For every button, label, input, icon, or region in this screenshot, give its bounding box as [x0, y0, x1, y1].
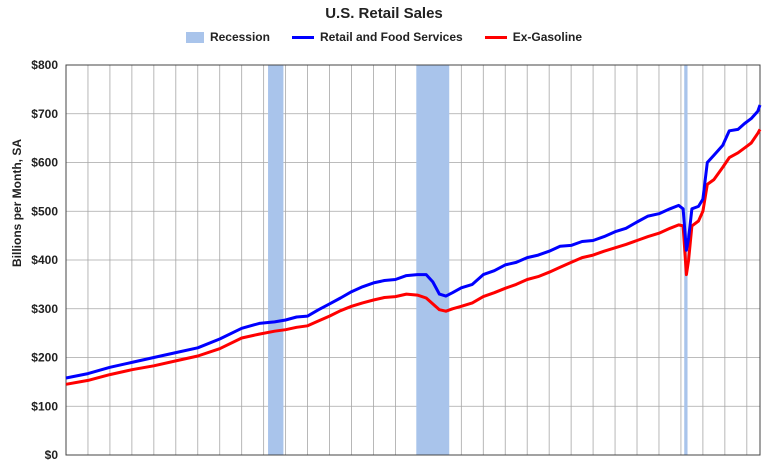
legend-label-ex-gasoline: Ex-Gasoline	[512, 30, 583, 44]
y-tick-label: $800	[31, 58, 58, 72]
y-tick-label: $500	[31, 204, 58, 218]
ex-gasoline-swatch	[484, 35, 507, 39]
y-tick-label: $100	[31, 399, 58, 413]
legend-label-recession: Recession	[209, 30, 270, 44]
chart-title: U.S. Retail Sales	[325, 5, 443, 22]
recession-band	[416, 65, 450, 455]
legend-entry-retail: Retail and Food Services	[291, 30, 463, 44]
retail-swatch	[291, 35, 314, 39]
y-tick-label: $600	[31, 156, 58, 170]
legend-entry-recession: Recession	[185, 30, 270, 44]
recession-band	[268, 65, 284, 455]
y-tick-label: $0	[45, 448, 59, 462]
y-tick-label: $700	[31, 107, 58, 121]
ex-gasoline-line	[65, 128, 762, 386]
legend: Recession Retail and Food Services Ex-Ga…	[0, 30, 768, 44]
legend-entry-ex-gasoline: Ex-Gasoline	[484, 30, 583, 44]
recession-swatch	[185, 31, 204, 43]
plot-border	[65, 64, 761, 456]
y-tick-label: $400	[31, 253, 58, 267]
y-tick-label: $300	[31, 302, 58, 316]
y-tick-label: $200	[31, 351, 58, 365]
legend-label-retail: Retail and Food Services	[319, 30, 463, 44]
retail-and-food-services-line	[65, 104, 762, 380]
